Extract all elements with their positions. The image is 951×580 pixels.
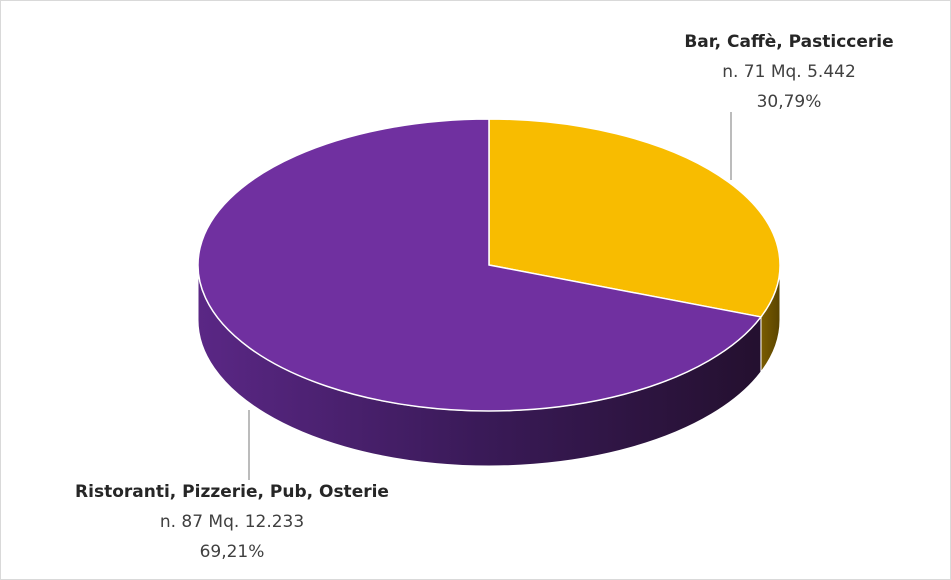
slice-percent: 30,79% bbox=[757, 92, 822, 112]
pie-slice bbox=[488, 118, 781, 318]
slice-detail: n. 87 Mq. 12.233 bbox=[160, 512, 304, 532]
slice-percent: 69,21% bbox=[200, 542, 265, 562]
slice-detail: n. 71 Mq. 5.442 bbox=[722, 62, 856, 82]
pie-slice bbox=[197, 118, 763, 412]
slice-label: Bar, Caffè, Pasticcerie bbox=[684, 32, 893, 52]
slice-label: Ristoranti, Pizzerie, Pub, Osterie bbox=[75, 482, 389, 502]
